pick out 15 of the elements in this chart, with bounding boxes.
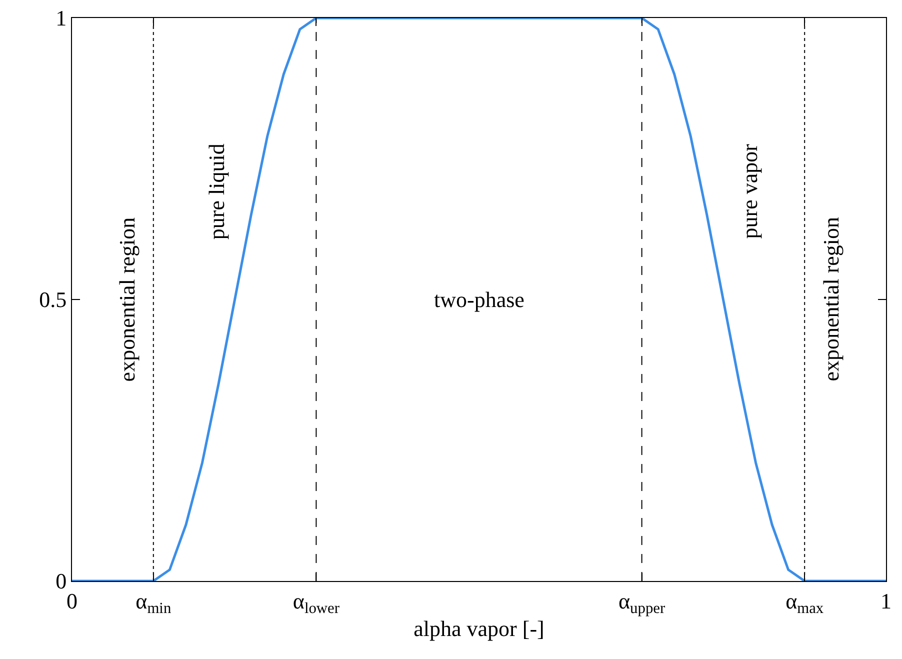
x-axis-title: alpha vapor [-] <box>414 616 544 641</box>
annotation: pure liquid <box>204 144 229 240</box>
x-tick-label: 1 <box>880 588 892 614</box>
y-tick-label: 1 <box>56 6 67 31</box>
annotation: two-phase <box>434 287 524 312</box>
line-series <box>72 18 886 581</box>
x-tick-label: α$_{min}$ <box>136 588 172 618</box>
y-tick-label: 0.5 <box>39 287 67 312</box>
x-tick-label: α$_{lower}$ <box>292 588 340 618</box>
annotation: exponential region <box>114 217 140 382</box>
x-tick-label: α$_{max}$ <box>786 588 824 618</box>
y-tick-label: 0 <box>56 568 67 594</box>
annotation: pure vapor <box>737 143 762 239</box>
x-tick-label: α$_{upper}$ <box>618 588 666 618</box>
annotation: exponential region <box>818 216 844 382</box>
